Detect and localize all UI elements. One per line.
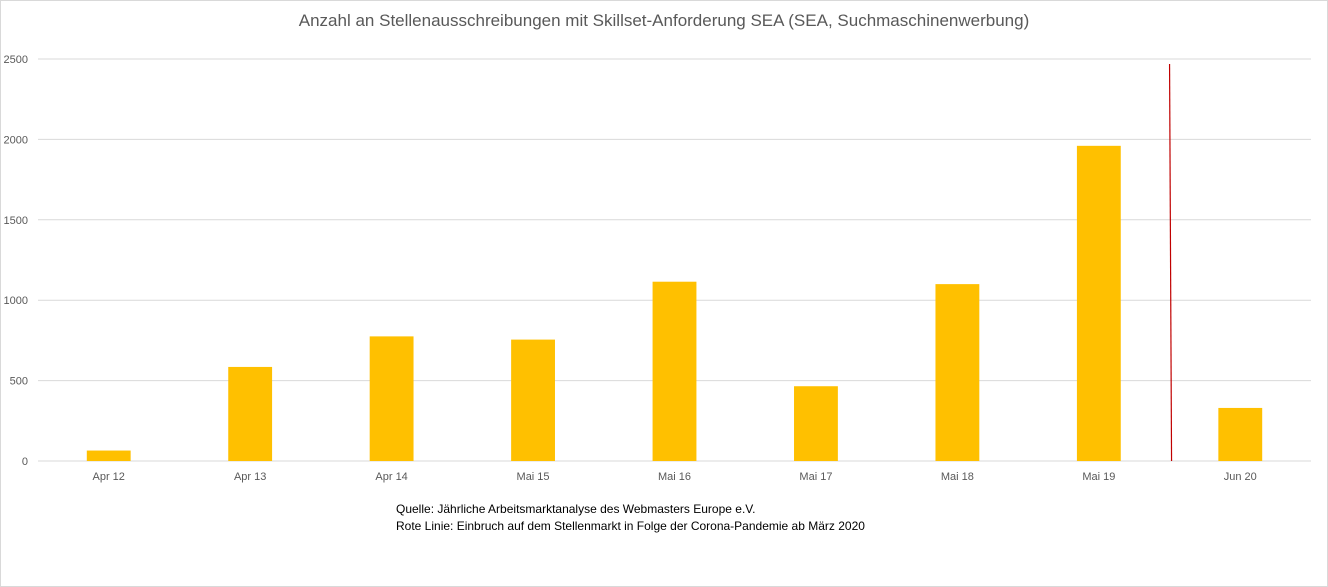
x-tick-label: Jun 20 bbox=[1224, 471, 1257, 483]
y-tick-label: 500 bbox=[10, 376, 28, 388]
x-tick-label: Mai 16 bbox=[658, 471, 691, 483]
x-tick-label: Mai 18 bbox=[941, 471, 974, 483]
bar-jun-20 bbox=[1218, 407, 1263, 461]
chart-notes: Quelle: Jährliche Arbeitsmarktanalyse de… bbox=[396, 501, 865, 535]
bar-mai-15 bbox=[511, 339, 555, 461]
y-tick-label: 1000 bbox=[4, 295, 28, 307]
bar-mai-18 bbox=[935, 284, 980, 461]
bar-mai-19 bbox=[1076, 145, 1121, 461]
x-tick-label: Mai 19 bbox=[1082, 471, 1115, 483]
x-axis-tick-labels: Apr 12 Apr 13 Apr 14 Mai 15 Mai 16 Mai 17 Mai … bbox=[93, 471, 1257, 483]
x-tick-label: Mai 15 bbox=[517, 471, 550, 483]
chart-title: Anzahl an Stellenausschreibungen mit Ski… bbox=[298, 11, 1030, 30]
x-tick-label: Mai 17 bbox=[799, 471, 832, 483]
bar-apr-12 bbox=[86, 450, 131, 461]
bar-apr-14 bbox=[369, 336, 414, 461]
bar-mai-16 bbox=[652, 281, 697, 461]
y-tick-label: 0 bbox=[22, 456, 28, 468]
x-tick-label: Apr 14 bbox=[375, 471, 407, 483]
red-line-note: Rote Linie: Einbruch auf dem Stellenmark… bbox=[396, 519, 865, 533]
y-axis-tick-labels: 0 500 1000 1500 2000 2500 bbox=[4, 54, 28, 468]
y-tick-label: 2000 bbox=[4, 134, 28, 146]
bar-mai-17 bbox=[794, 386, 838, 461]
source-note: Quelle: Jährliche Arbeitsmarktanalyse de… bbox=[396, 502, 756, 516]
bar-apr-13 bbox=[228, 366, 273, 461]
x-tick-label: Apr 12 bbox=[93, 471, 125, 483]
bars bbox=[86, 145, 1263, 461]
y-tick-label: 2500 bbox=[4, 54, 28, 66]
x-tick-label: Apr 13 bbox=[234, 471, 266, 483]
red-marker-line bbox=[1168, 63, 1173, 462]
y-tick-label: 1500 bbox=[4, 215, 28, 227]
marker-line-group bbox=[1168, 63, 1173, 462]
